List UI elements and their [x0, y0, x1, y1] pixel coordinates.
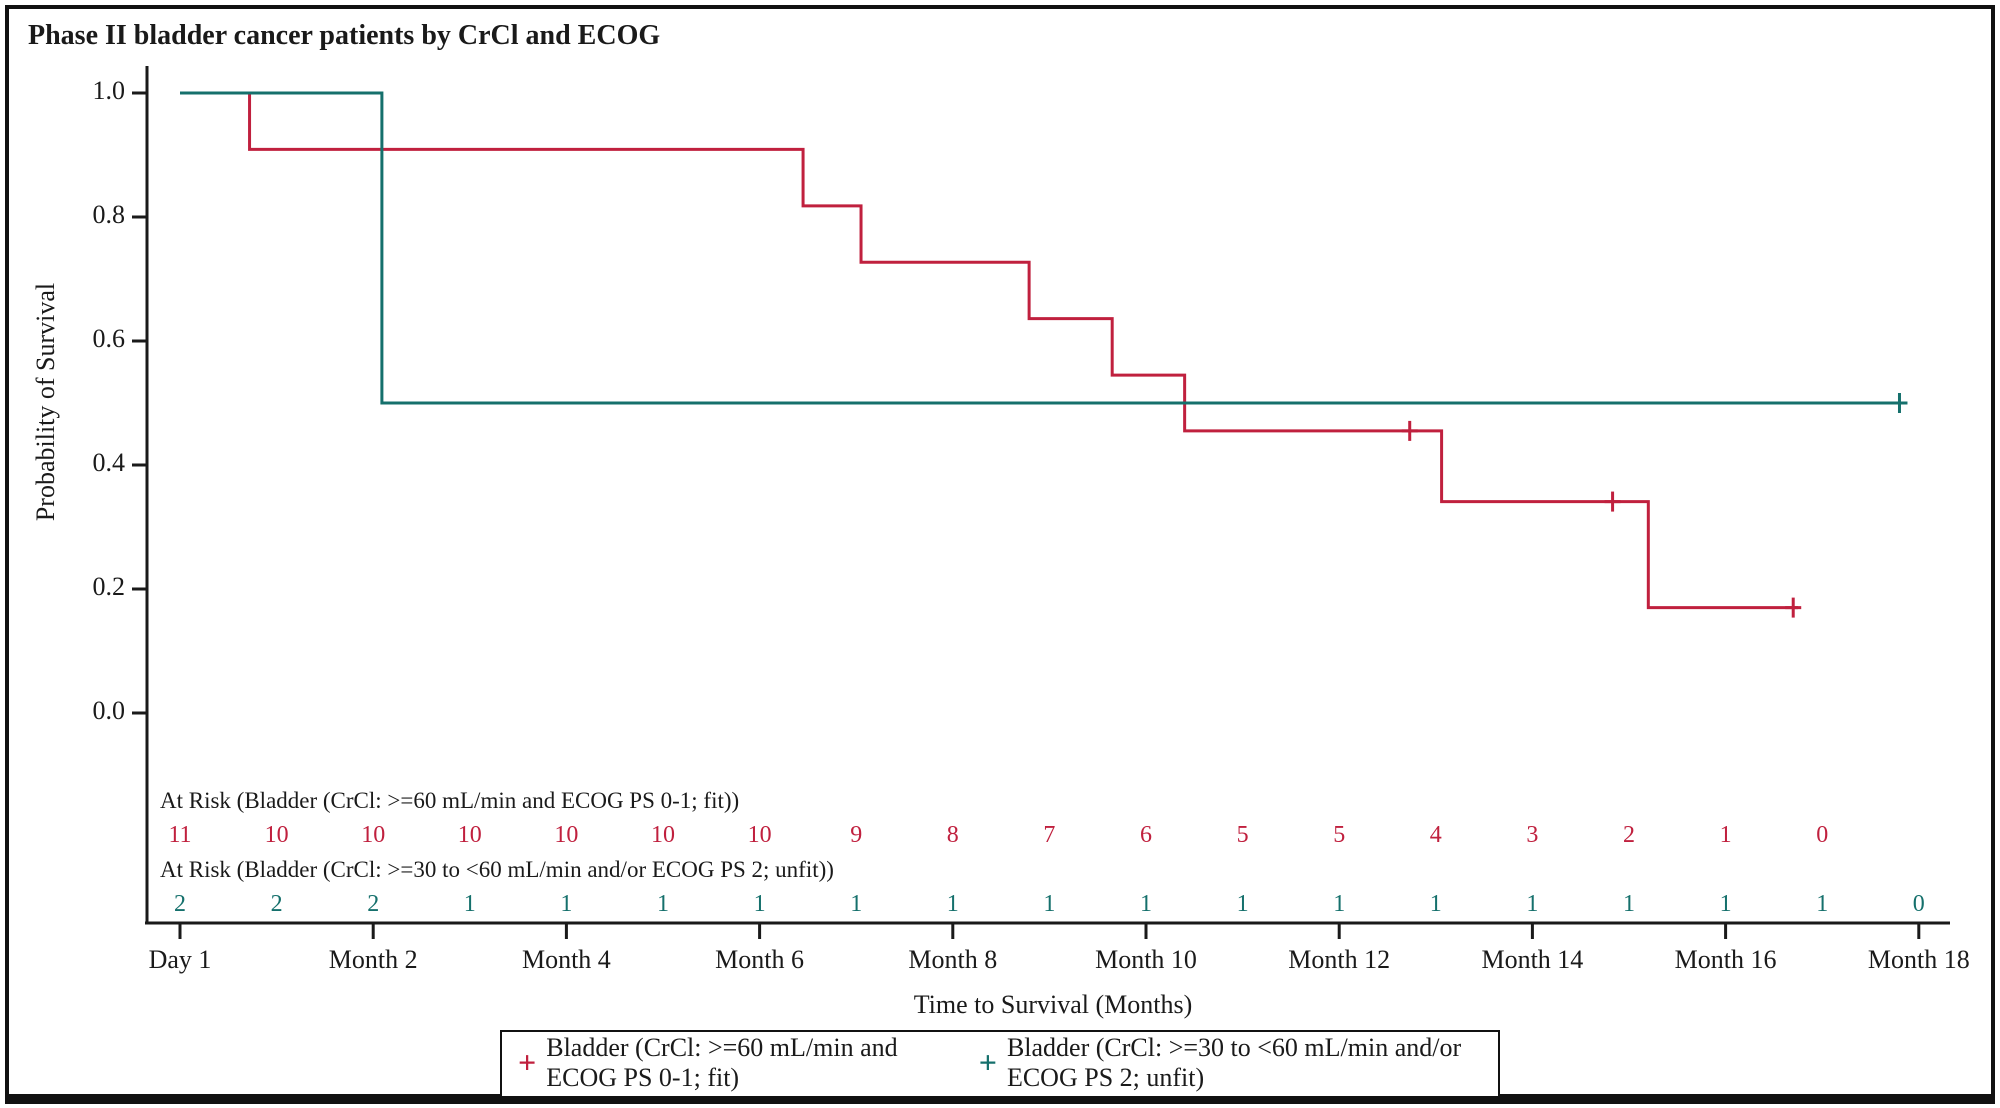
at-risk-value: 1 — [560, 891, 573, 917]
y-tick-label: 1.0 — [92, 76, 126, 105]
x-tick-label: Month 10 — [1095, 945, 1197, 974]
at-risk-value: 1 — [1623, 891, 1635, 917]
x-tick-label: Month 2 — [328, 945, 418, 974]
x-tick-label: Month 14 — [1481, 945, 1584, 974]
at-risk-value: 4 — [1429, 822, 1442, 848]
x-axis-title: Time to Survival (Months) — [913, 990, 1193, 1019]
at-risk-value: 10 — [264, 822, 289, 848]
y-tick-label: 0.4 — [92, 448, 126, 477]
legend-label-fit: Bladder (CrCl: >=60 mL/min and ECOG PS 0… — [546, 1033, 898, 1092]
at-risk-value: 1 — [1333, 891, 1346, 917]
at-risk-value: 0 — [1816, 822, 1829, 848]
legend-box: + Bladder (CrCl: >=60 mL/min and ECOG PS… — [500, 1030, 1500, 1098]
at-risk-value: 1 — [1140, 891, 1152, 917]
censor-plus-icon: + — [978, 1044, 997, 1080]
x-tick-label: Day 1 — [148, 945, 212, 974]
at-risk-value: 1 — [1816, 891, 1829, 917]
x-tick-label: Month 18 — [1867, 945, 1970, 974]
at-risk-value: 10 — [457, 822, 482, 848]
x-tick-label: Month 4 — [521, 945, 611, 974]
survival-curve-unfit — [180, 91, 1902, 405]
at-risk-value: 1 — [1719, 822, 1732, 848]
at-risk-value: 1 — [753, 891, 766, 917]
y-tick-label: 0.2 — [92, 572, 126, 601]
y-tick-label: 0.8 — [92, 200, 126, 229]
survival-curve-fit — [180, 91, 1799, 610]
at-risk-value: 10 — [651, 822, 675, 848]
y-tick-label: 0.0 — [92, 696, 126, 725]
at-risk-value: 8 — [946, 822, 959, 848]
at-risk-value: 1 — [1043, 891, 1056, 917]
y-tick-label: 0.6 — [92, 324, 126, 353]
legend-entry-unfit: + Bladder (CrCl: >=30 to <60 mL/min and/… — [979, 1033, 1482, 1093]
at-risk-value: 9 — [850, 822, 863, 848]
at-risk-label-fit: At Risk (Bladder (CrCl: >=60 mL/min and … — [160, 788, 740, 813]
x-tick-label: Month 12 — [1288, 945, 1391, 974]
at-risk-value: 1 — [1526, 891, 1539, 917]
at-risk-value: 1 — [657, 891, 669, 917]
at-risk-value: 1 — [463, 891, 476, 917]
at-risk-value: 3 — [1526, 822, 1539, 848]
censor-plus-icon: + — [518, 1044, 537, 1080]
legend-entry-fit: + Bladder (CrCl: >=60 mL/min and ECOG PS… — [518, 1033, 943, 1093]
x-tick-label: Month 8 — [908, 945, 998, 974]
at-risk-value: 2 — [1623, 822, 1635, 848]
at-risk-value: 1 — [1236, 891, 1249, 917]
chart-title: Phase II bladder cancer patients by CrCl… — [28, 20, 661, 51]
at-risk-value: 10 — [361, 822, 386, 848]
x-tick-label: Month 16 — [1674, 945, 1777, 974]
at-risk-value: 2 — [270, 891, 283, 917]
at-risk-value: 5 — [1333, 822, 1346, 848]
at-risk-value: 1 — [1429, 891, 1442, 917]
at-risk-value: 1 — [1719, 891, 1732, 917]
at-risk-value: 6 — [1140, 822, 1152, 848]
legend-label-unfit: Bladder (CrCl: >=30 to <60 mL/min and/or… — [1006, 1033, 1462, 1092]
at-risk-value: 1 — [850, 891, 863, 917]
at-risk-value: 11 — [168, 822, 192, 848]
at-risk-value: 0 — [1912, 891, 1925, 917]
at-risk-label-unfit: At Risk (Bladder (CrCl: >=30 to <60 mL/m… — [160, 857, 834, 882]
at-risk-value: 5 — [1236, 822, 1249, 848]
at-risk-value: 2 — [174, 891, 186, 917]
at-risk-value: 1 — [946, 891, 959, 917]
x-tick-label: Month 6 — [715, 945, 805, 974]
at-risk-value: 10 — [554, 822, 579, 848]
at-risk-value: 10 — [747, 822, 772, 848]
at-risk-value: 7 — [1043, 822, 1056, 848]
at-risk-value: 2 — [367, 891, 380, 917]
